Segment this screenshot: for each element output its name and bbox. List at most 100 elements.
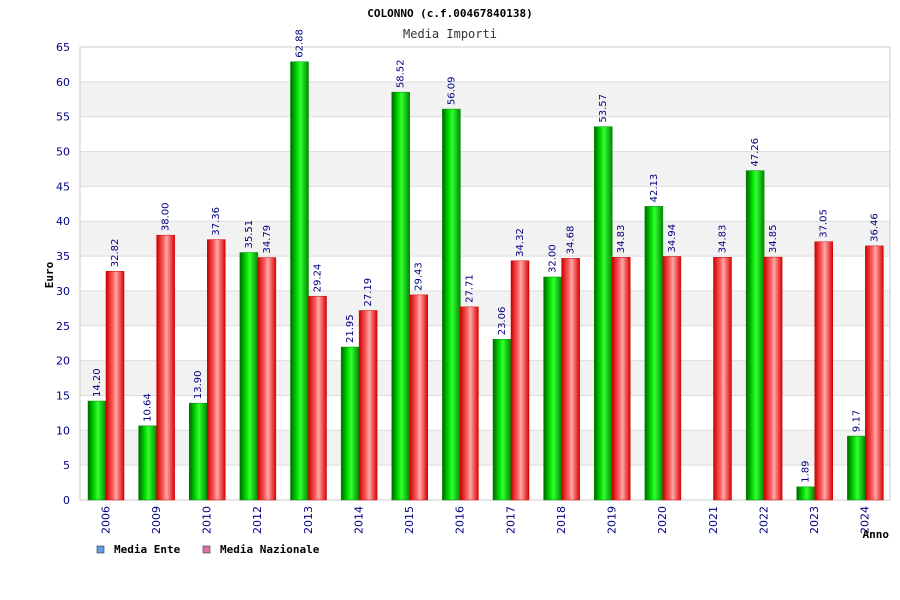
x-tick-label: 2013 — [302, 506, 315, 534]
value-label: 36.46 — [869, 213, 880, 242]
y-tick-label: 0 — [63, 494, 70, 507]
x-tick-label: 2006 — [99, 506, 112, 534]
value-label: 9.17 — [851, 410, 862, 432]
bar-media-ente — [796, 486, 815, 501]
x-tick-label: 2015 — [403, 506, 416, 534]
value-label: 32.82 — [110, 239, 121, 268]
x-tick-label: 2009 — [150, 506, 163, 534]
value-label: 1.89 — [801, 461, 812, 483]
bar-media-ente — [391, 91, 410, 501]
bar-media-nazionale — [156, 234, 175, 501]
bar-media-nazionale — [561, 258, 580, 501]
value-label: 47.26 — [750, 138, 761, 167]
value-labels: 14.20 32.82 10.64 38.00 13.90 37.36 35.51 34.79… — [92, 29, 880, 483]
grid-band — [80, 151, 890, 187]
y-axis-ticks: 0 5 10 15 20 25 30 35 40 45 50 55 60 65 — [56, 41, 70, 507]
value-label: 37.36 — [211, 207, 222, 236]
bar-media-ente — [442, 108, 461, 501]
bar-media-ente — [644, 206, 664, 501]
bar-media-ente — [543, 276, 562, 501]
value-label: 27.71 — [464, 274, 475, 303]
legend-swatch-media-nazionale — [202, 545, 211, 554]
legend-swatch-media-ente — [96, 545, 105, 554]
x-tick-label: 2024 — [859, 506, 872, 534]
bar-media-nazionale — [763, 256, 783, 501]
x-axis-ticks: 2006 2009 2010 2012 2013 2014 2015 2016 2017 2018… — [99, 506, 871, 534]
value-label: 34.83 — [718, 225, 729, 254]
y-tick-label: 45 — [56, 180, 70, 193]
x-tick-label: 2012 — [251, 506, 264, 534]
y-tick-label: 5 — [63, 459, 70, 472]
x-axis-label: Anno — [863, 528, 890, 541]
y-axis-label: Euro — [43, 261, 56, 288]
value-label: 32.00 — [548, 244, 559, 273]
bar-media-nazionale — [460, 306, 479, 501]
x-tick-label: 2016 — [454, 506, 467, 534]
legend-label-media-ente: Media Ente — [114, 543, 181, 556]
bar-media-ente — [138, 425, 157, 501]
bar-media-nazionale — [713, 257, 732, 501]
x-tick-label: 2010 — [201, 506, 214, 534]
x-tick-label: 2022 — [757, 506, 770, 534]
x-tick-label: 2018 — [555, 506, 568, 534]
value-label: 56.09 — [446, 76, 457, 105]
y-tick-label: 30 — [56, 285, 70, 298]
x-tick-label: 2019 — [606, 506, 619, 534]
bar-media-ente — [87, 400, 107, 501]
value-label: 34.79 — [262, 225, 273, 254]
bar-media-ente — [340, 346, 360, 501]
x-tick-label: 2014 — [352, 506, 365, 534]
value-label: 62.88 — [295, 29, 306, 58]
bar-media-nazionale — [814, 241, 833, 501]
chart-title: COLONNO (c.f.00467840138) — [367, 7, 533, 20]
grid-band — [80, 47, 890, 82]
value-label: 23.06 — [497, 307, 508, 336]
value-label: 38.00 — [161, 203, 172, 232]
bar-media-nazionale — [662, 256, 682, 501]
bar-media-ente — [594, 126, 613, 501]
x-tick-label: 2020 — [656, 506, 669, 534]
bar-media-ente — [189, 402, 208, 501]
value-label: 29.43 — [414, 262, 425, 291]
value-label: 42.13 — [649, 174, 660, 203]
y-tick-label: 55 — [56, 111, 70, 124]
bar-media-nazionale — [865, 245, 884, 501]
value-label: 58.52 — [396, 60, 407, 89]
value-label: 34.32 — [515, 228, 526, 257]
value-label: 27.19 — [363, 278, 374, 307]
value-label: 34.83 — [616, 225, 627, 254]
value-label: 34.85 — [768, 224, 779, 253]
bar-media-ente — [847, 435, 866, 501]
value-label: 14.20 — [92, 368, 103, 397]
bar-media-nazionale — [105, 271, 125, 501]
y-tick-label: 15 — [56, 389, 70, 402]
bar-media-nazionale — [510, 260, 530, 501]
value-label: 37.05 — [819, 209, 830, 238]
bar-media-ente — [492, 339, 512, 501]
y-tick-label: 25 — [56, 320, 70, 333]
plot-area-border — [79, 46, 891, 501]
bar-media-nazionale — [409, 294, 428, 501]
legend: Media Ente Media Nazionale — [96, 543, 320, 556]
y-tick-label: 40 — [56, 215, 70, 228]
bar-media-nazionale — [257, 257, 277, 501]
y-tick-label: 20 — [56, 355, 70, 368]
value-label: 10.64 — [143, 393, 154, 422]
bar-media-nazionale — [207, 239, 226, 501]
chart-subtitle: Media Importi — [403, 27, 497, 41]
y-tick-label: 65 — [56, 41, 70, 54]
bar-media-nazionale — [308, 295, 327, 501]
x-tick-label: 2021 — [707, 506, 720, 534]
x-tick-label: 2017 — [504, 506, 517, 534]
y-tick-label: 50 — [56, 146, 70, 159]
grid-band — [80, 186, 890, 222]
value-label: 35.51 — [244, 220, 255, 249]
legend-label-media-nazionale: Media Nazionale — [220, 543, 320, 556]
grid-band — [80, 81, 890, 117]
value-label: 53.57 — [598, 94, 609, 123]
value-label: 13.90 — [193, 370, 204, 399]
bar-media-nazionale — [612, 257, 631, 501]
y-tick-label: 60 — [56, 76, 70, 89]
bars — [87, 61, 884, 501]
